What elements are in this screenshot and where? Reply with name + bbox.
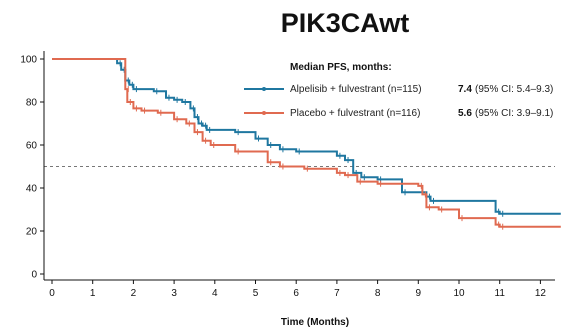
x-tick-label: 1 <box>90 288 96 299</box>
legend-marker <box>262 111 266 115</box>
legend: Median PFS, months: Alpelisib + fulvestr… <box>244 62 553 119</box>
legend-marker <box>262 87 266 91</box>
legend-ci: (95% CI: 5.4–9.3) <box>475 84 553 95</box>
series-layer <box>52 58 561 230</box>
series-line-alpelisib <box>52 58 561 215</box>
y-tick-label: 40 <box>26 184 38 195</box>
x-tick-label: 4 <box>212 288 218 299</box>
legend-median-value: 7.4 <box>458 84 472 95</box>
legend-series-name: Placebo + fulvestrant (n=116) <box>290 108 420 119</box>
x-tick-label: 9 <box>416 288 422 299</box>
y-tick-label: 20 <box>26 227 38 238</box>
y-tick-label: 60 <box>26 141 38 152</box>
x-tick-label: 11 <box>495 288 506 299</box>
chart-title: PIK3CAwt <box>281 8 410 38</box>
x-tick-label: 5 <box>253 288 259 299</box>
x-tick-label: 6 <box>293 288 299 299</box>
y-tick-label: 100 <box>20 55 37 66</box>
legend-title: Median PFS, months: <box>290 62 392 73</box>
x-tick-label: 12 <box>535 288 547 299</box>
legend-median-value: 5.6 <box>458 108 472 119</box>
y-tick-label: 0 <box>31 270 37 281</box>
legend-ci: (95% CI: 3.9–9.1) <box>475 108 553 119</box>
x-tick-label: 8 <box>375 288 381 299</box>
legend-series-name: Alpelisib + fulvestrant (n=115) <box>290 84 422 95</box>
x-tick-label: 3 <box>171 288 177 299</box>
x-tick-label: 2 <box>131 288 137 299</box>
x-tick-label: 0 <box>49 288 55 299</box>
y-tick-label: 80 <box>26 98 38 109</box>
x-tick-label: 10 <box>453 288 465 299</box>
x-axis-label: Time (Months) <box>281 317 349 328</box>
x-tick-label: 7 <box>334 288 340 299</box>
series-line-placebo <box>52 58 561 228</box>
